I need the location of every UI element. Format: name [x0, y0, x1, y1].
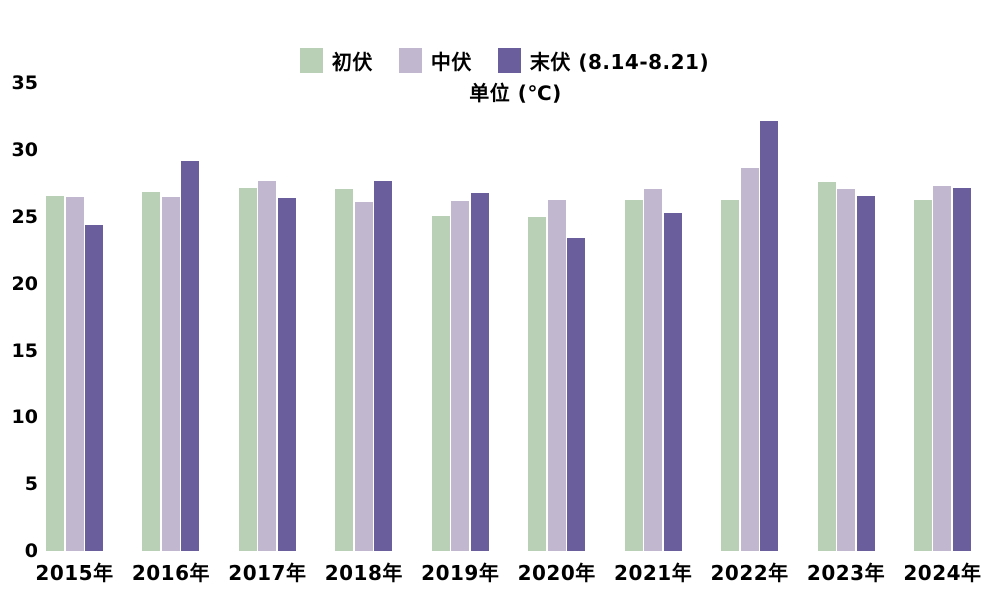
y-axis-tick-label: 15 — [11, 339, 38, 362]
x-axis-label: 2020年 — [517, 561, 596, 585]
bar — [644, 188, 663, 551]
bar — [933, 186, 952, 551]
bar — [431, 215, 450, 551]
bar — [85, 225, 103, 551]
legend-item-label: 末伏 (8.14-8.21) — [529, 50, 710, 74]
x-axis-label: 2016年 — [131, 561, 211, 585]
bar — [46, 195, 64, 551]
bar — [624, 199, 643, 551]
x-axis-label: 2024年 — [903, 561, 982, 585]
bar — [856, 195, 875, 551]
y-axis-tick-label: 25 — [11, 206, 38, 228]
x-axis-label: 2019年 — [421, 561, 500, 585]
x-axis-label: 2021年 — [614, 561, 693, 585]
bar — [528, 217, 547, 551]
legend-item-2: 中伏 — [398, 46, 472, 75]
bar — [567, 238, 586, 551]
y-axis-tick-label: 5 — [24, 473, 38, 496]
bar — [354, 202, 373, 551]
bar — [181, 160, 200, 551]
bar — [952, 187, 971, 551]
y-axis-tick-label: 0 — [24, 540, 38, 562]
bar — [817, 182, 836, 551]
unit-label: 单位 (℃) — [469, 81, 562, 105]
x-axis-label: 2017年 — [228, 561, 307, 585]
bar — [142, 191, 161, 551]
legend-item-label: 初伏 — [331, 50, 373, 74]
bar — [470, 192, 489, 551]
x-axis-label: 2018年 — [324, 561, 403, 585]
bar — [913, 199, 932, 551]
legend-item-label: 中伏 — [430, 50, 472, 74]
y-axis-tick-label: 10 — [11, 406, 38, 429]
bar — [258, 180, 277, 551]
bar — [65, 196, 84, 551]
legend-swatch-icon — [299, 48, 323, 73]
legend-swatch-icon — [398, 48, 422, 73]
legend-item-3: 末伏 (8.14-8.21) — [497, 46, 710, 75]
bar — [335, 188, 354, 551]
bar — [721, 199, 740, 551]
x-axis-label: 2023年 — [806, 561, 886, 585]
bar — [161, 196, 180, 551]
bar — [740, 167, 759, 551]
x-axis-label: 2022年 — [710, 561, 789, 585]
legend-item-1: 初伏 — [299, 46, 373, 75]
bar — [374, 180, 393, 551]
chart-legend: 初伏 中伏 末伏 (8.14-8.21) — [13, 46, 983, 75]
bar — [760, 120, 779, 551]
bar — [663, 212, 682, 551]
bar — [277, 198, 296, 551]
bar — [547, 199, 566, 551]
x-axis-label: 2015年 — [35, 561, 114, 585]
y-axis-tick-label: 35 — [11, 72, 38, 95]
bar — [451, 200, 470, 551]
bar — [238, 187, 257, 551]
y-axis-tick-label: 20 — [11, 272, 38, 295]
bar — [837, 188, 856, 551]
y-axis-tick-label: 30 — [11, 139, 38, 162]
legend-swatch-icon — [497, 48, 521, 73]
